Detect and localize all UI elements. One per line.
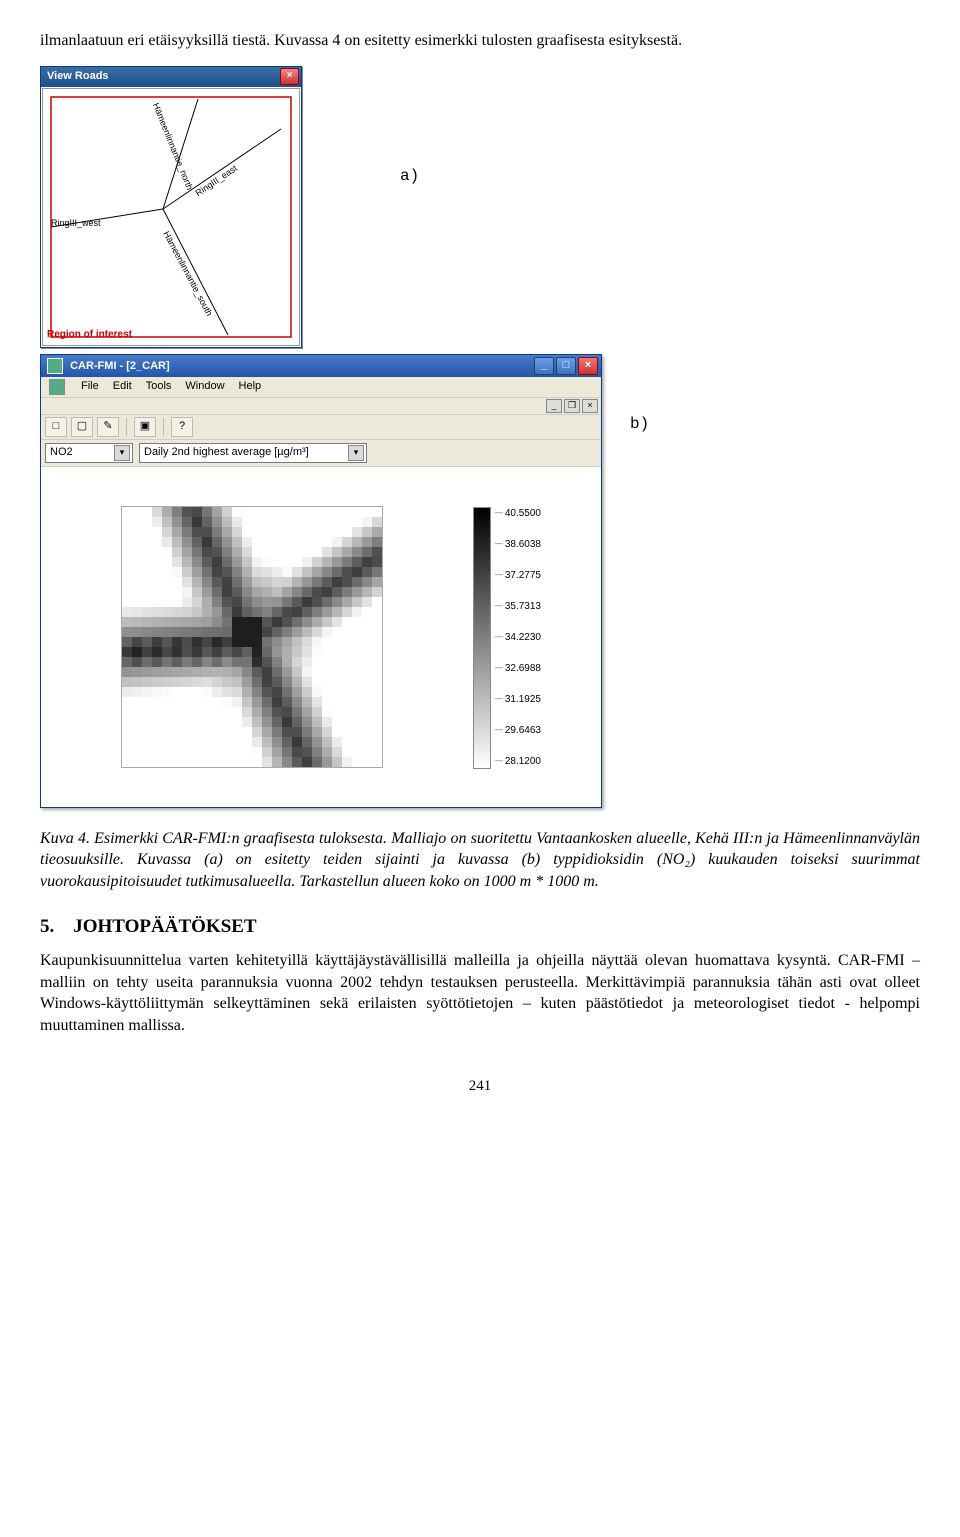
conclusion-paragraph: Kaupunkisuunnittelua varten kehitetyillä… <box>40 950 920 1036</box>
select-row: NO2 ▾ Daily 2nd highest average [µg/m³] … <box>41 440 601 467</box>
mdi-close-icon[interactable]: × <box>582 399 598 413</box>
menu-window[interactable]: Window <box>185 379 224 395</box>
figure-a-label: a) <box>400 166 419 188</box>
toolbar: □ ▢ ✎ ▣ ? <box>41 415 601 440</box>
close-icon[interactable]: × <box>578 357 598 375</box>
mdi-minimize-icon[interactable]: _ <box>546 399 562 413</box>
figure-caption: Kuva 4. Esimerkki CAR-FMI:n graafisesta … <box>40 828 920 893</box>
mdi-restore-icon[interactable]: ❐ <box>564 399 580 413</box>
toolbar-new-icon[interactable]: □ <box>45 417 67 437</box>
menu-file[interactable]: File <box>81 379 99 395</box>
minimize-icon[interactable]: _ <box>534 357 554 375</box>
legend-tick: 37.2775 <box>495 569 541 583</box>
chevron-down-icon: ▾ <box>348 445 364 461</box>
menu-help[interactable]: Help <box>239 379 262 395</box>
legend-tick: 40.5500 <box>495 507 541 521</box>
legend-tick: 38.6038 <box>495 538 541 552</box>
toolbar-help-icon[interactable]: ? <box>171 417 193 437</box>
legend: 40.5500 38.6038 37.2775 35.7313 34.2230 32.69… <box>473 507 541 769</box>
road-label-ring-west: RingIII_west <box>51 217 101 229</box>
figure-a-container: View Roads × RingIII_west Hämeenlinnanti… <box>40 66 920 348</box>
heatmap <box>121 506 383 768</box>
legend-ticks: 40.5500 38.6038 37.2775 35.7313 34.2230 32.69… <box>495 507 541 769</box>
menu-edit[interactable]: Edit <box>113 379 132 395</box>
legend-tick: 31.1925 <box>495 693 541 707</box>
page-number: 241 <box>40 1076 920 1096</box>
legend-tick: 35.7313 <box>495 600 541 614</box>
view-roads-title: View Roads <box>47 69 109 84</box>
legend-tick: 32.6988 <box>495 662 541 676</box>
legend-tick: 29.6463 <box>495 724 541 738</box>
toolbar-save-icon[interactable]: ✎ <box>97 417 119 437</box>
maximize-icon[interactable]: □ <box>556 357 576 375</box>
car-fmi-titlebar: CAR-FMI - [2_CAR] _ □ × <box>41 355 601 377</box>
chevron-down-icon: ▾ <box>114 445 130 461</box>
toolbar-print-icon[interactable]: ▣ <box>134 417 156 437</box>
menubar: File Edit Tools Window Help <box>41 377 601 398</box>
select-metric-value: Daily 2nd highest average [µg/m³] <box>144 445 309 460</box>
car-fmi-title: CAR-FMI - [2_CAR] <box>70 360 170 372</box>
intro-paragraph: ilmanlaatuun eri etäisyyksillä tiestä. K… <box>40 30 920 52</box>
view-roads-window: View Roads × RingIII_west Hämeenlinnanti… <box>40 66 302 348</box>
select-pollutant-value: NO2 <box>50 445 73 460</box>
car-fmi-window: CAR-FMI - [2_CAR] _ □ × File Edit Tools … <box>40 354 602 808</box>
view-roads-titlebar: View Roads × <box>41 67 301 87</box>
legend-tick: 34.2230 <box>495 631 541 645</box>
toolbar-open-icon[interactable]: ▢ <box>71 417 93 437</box>
select-pollutant[interactable]: NO2 ▾ <box>45 443 133 463</box>
roads-canvas: RingIII_west Hämeenlinnantie_north RingI… <box>42 88 300 346</box>
select-metric[interactable]: Daily 2nd highest average [µg/m³] ▾ <box>139 443 367 463</box>
roi-label: Region of interest <box>47 328 132 342</box>
app-icon <box>47 358 63 374</box>
toolbar-separator <box>163 418 164 436</box>
section-heading: 5. JOHTOPÄÄTÖKSET <box>40 914 920 940</box>
legend-gradient <box>473 507 491 769</box>
section-number: 5. <box>40 916 54 937</box>
section-title: JOHTOPÄÄTÖKSET <box>73 916 256 937</box>
mdi-controls: _ ❐ × <box>41 398 601 415</box>
figure-b-label: b) <box>630 414 649 436</box>
legend-tick: 28.1200 <box>495 755 541 769</box>
menu-tools[interactable]: Tools <box>146 379 172 395</box>
figure-b-container: CAR-FMI - [2_CAR] _ □ × File Edit Tools … <box>40 354 920 808</box>
doc-icon <box>49 379 65 395</box>
close-icon[interactable]: × <box>280 68 299 85</box>
plot-area: 40.5500 38.6038 37.2775 35.7313 34.2230 32.69… <box>41 467 601 807</box>
toolbar-separator <box>126 418 127 436</box>
